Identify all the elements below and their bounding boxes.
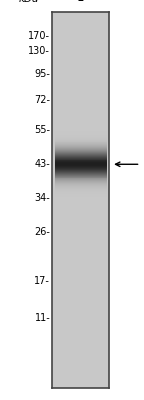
Text: 170-: 170- <box>28 32 50 42</box>
Bar <box>55 200 107 201</box>
Text: 34-: 34- <box>35 193 50 203</box>
Text: 11-: 11- <box>35 314 50 324</box>
Bar <box>55 156 107 157</box>
Bar <box>55 121 107 122</box>
Bar <box>55 124 107 126</box>
Bar <box>55 140 107 142</box>
Bar <box>55 142 107 144</box>
Bar <box>55 164 107 165</box>
Bar <box>55 162 107 163</box>
Bar <box>55 198 107 199</box>
Text: 1: 1 <box>77 0 84 4</box>
Bar <box>55 119 107 120</box>
Bar <box>55 147 107 148</box>
Bar <box>55 120 107 121</box>
Bar <box>55 160 107 162</box>
Bar <box>55 117 107 118</box>
Bar <box>55 168 107 169</box>
Bar <box>55 127 107 128</box>
Bar <box>55 210 107 211</box>
Text: 43-: 43- <box>35 159 50 169</box>
Bar <box>55 154 107 155</box>
Bar <box>55 131 107 132</box>
Bar <box>55 205 107 206</box>
Bar <box>55 129 107 130</box>
Bar <box>55 167 107 168</box>
Bar <box>55 155 107 156</box>
Bar <box>55 172 107 173</box>
Text: 72-: 72- <box>34 95 50 105</box>
Bar <box>55 193 107 194</box>
Bar <box>55 191 107 192</box>
Bar <box>55 192 107 193</box>
Bar <box>55 181 107 182</box>
Bar <box>55 148 107 149</box>
Bar <box>55 146 107 147</box>
Bar <box>55 202 107 203</box>
Text: 55-: 55- <box>34 126 50 136</box>
Text: 26-: 26- <box>34 227 50 237</box>
Bar <box>55 204 107 205</box>
Bar <box>55 203 107 204</box>
Bar <box>55 189 107 190</box>
Bar <box>55 122 107 124</box>
Bar <box>55 208 107 209</box>
Bar <box>55 175 107 176</box>
Bar <box>55 145 107 146</box>
Bar <box>55 185 107 186</box>
Text: 130-: 130- <box>28 46 50 56</box>
Bar <box>55 196 107 198</box>
Bar <box>55 130 107 131</box>
Bar <box>55 163 107 164</box>
Bar <box>55 166 107 167</box>
Bar <box>55 134 107 135</box>
Bar <box>55 135 107 136</box>
Bar <box>55 183 107 184</box>
Bar <box>55 173 107 174</box>
Bar <box>55 126 107 127</box>
Bar <box>55 206 107 207</box>
Text: kDa: kDa <box>18 0 39 4</box>
Bar <box>55 174 107 175</box>
Bar <box>55 133 107 134</box>
Bar <box>55 150 107 151</box>
Bar <box>55 184 107 185</box>
Bar <box>55 128 107 129</box>
Bar <box>55 136 107 137</box>
Bar <box>55 188 107 189</box>
Bar <box>55 186 107 187</box>
Bar <box>55 182 107 183</box>
Bar <box>55 151 107 152</box>
Bar <box>55 194 107 195</box>
Bar <box>55 207 107 208</box>
Bar <box>55 137 107 138</box>
Text: 17-: 17- <box>34 276 50 286</box>
Bar <box>55 180 107 181</box>
Bar <box>55 153 107 154</box>
Bar <box>55 169 107 170</box>
Bar <box>55 176 107 178</box>
Bar <box>55 138 107 139</box>
Bar <box>55 195 107 196</box>
Bar <box>55 132 107 133</box>
Text: 95-: 95- <box>34 69 50 79</box>
Bar <box>55 201 107 202</box>
Bar <box>55 118 107 119</box>
Bar <box>55 157 107 158</box>
Bar <box>55 149 107 150</box>
Bar <box>55 152 107 153</box>
Bar <box>55 190 107 191</box>
Bar <box>55 165 107 166</box>
Bar <box>55 187 107 188</box>
Bar <box>55 199 107 200</box>
Bar <box>55 171 107 172</box>
Bar <box>55 139 107 140</box>
Bar <box>55 158 107 160</box>
Bar <box>55 170 107 171</box>
Bar <box>55 178 107 180</box>
Bar <box>55 209 107 210</box>
Bar <box>55 144 107 145</box>
Bar <box>55 211 107 212</box>
